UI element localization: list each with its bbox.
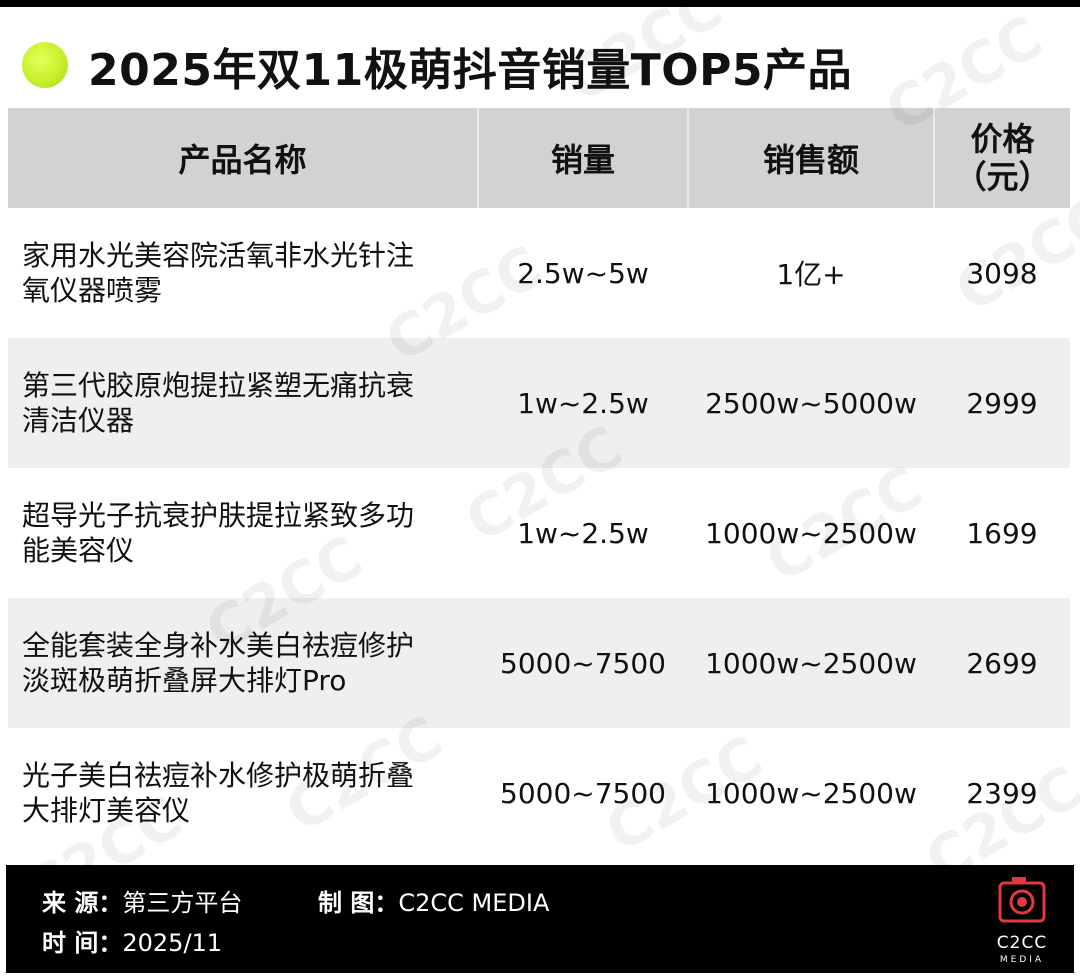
maker-line: 制 图：C2CC MEDIA (318, 883, 549, 918)
page-title: 2025年双11极萌抖音销量TOP5产品 (88, 45, 852, 96)
product-name-line: 大排灯美容仪 (22, 794, 191, 827)
cell-revenue: 2500w~5000w (688, 338, 934, 468)
header-revenue: 销售额 (688, 108, 935, 208)
header-price: 价格 （元） (934, 108, 1070, 208)
cell-product-name: 全能套装全身补水美白祛痘修护 淡斑极萌折叠屏大排灯Pro (8, 598, 478, 728)
cell-product-name: 第三代胶原炮提拉紧塑无痛抗衰 清洁仪器 (8, 338, 478, 468)
source-value: 第三方平台 (122, 889, 243, 917)
product-name-line: 家用水光美容院活氧非水光针注 (22, 239, 415, 272)
cell-sales: 5000~7500 (500, 776, 666, 810)
source-line: 来 源：第三方平台 (42, 883, 242, 918)
cell-revenue: 1000w~2500w (688, 598, 934, 728)
cell-product-name: 家用水光美容院活氧非水光针注 氧仪器喷雾 (8, 208, 478, 338)
table-row: 家用水光美容院活氧非水光针注 氧仪器喷雾 2.5w~5w 1亿+ 3098 (8, 208, 1070, 338)
cell-price: 2999 (934, 338, 1070, 468)
cell-revenue: 1000w~2500w (705, 516, 917, 550)
time-value: 2025/11 (122, 929, 223, 957)
cell-product-name: 光子美白祛痘补水修护极萌折叠 大排灯美容仪 (8, 728, 478, 858)
product-name-line: 淡斑极萌折叠屏大排灯Pro (22, 664, 347, 697)
logo-text: C2CC (996, 933, 1048, 953)
table-row: 光子美白祛痘补水修护极萌折叠 大排灯美容仪 5000~7500 1000w~25… (8, 728, 1070, 858)
camera-icon (998, 877, 1046, 923)
product-name-line: 第三代胶原炮提拉紧塑无痛抗衰 (22, 369, 415, 402)
table-header-row: 产品名称 销量 销售额 价格 （元） (8, 108, 1070, 208)
top-border (0, 0, 1080, 7)
product-name-line: 光子美白祛痘补水修护极萌折叠 (22, 759, 415, 792)
accent-dot-icon (22, 42, 68, 88)
cell-sales: 2.5w~5w (517, 256, 649, 290)
product-name-line: 氧仪器喷雾 (22, 274, 163, 307)
source-label: 来 源： (42, 889, 123, 917)
table-row: 全能套装全身补水美白祛痘修护 淡斑极萌折叠屏大排灯Pro 5000~7500 1… (8, 598, 1070, 728)
footer: 来 源：第三方平台 制 图：C2CC MEDIA 时 间：2025/11 C2C… (6, 865, 1074, 973)
cell-product-name: 超导光子抗衰护肤提拉紧致多功 能美容仪 (8, 468, 478, 598)
product-name-line: 能美容仪 (22, 534, 135, 567)
product-name-line: 超导光子抗衰护肤提拉紧致多功 (22, 499, 415, 532)
cell-price: 2699 (934, 598, 1070, 728)
maker-label: 制 图： (318, 889, 399, 917)
cell-revenue: 1亿+ (776, 258, 846, 291)
cell-revenue: 1000w~2500w (705, 776, 917, 810)
cell-sales: 1w~2.5w (478, 338, 688, 468)
logo-subtext: MEDIA (999, 955, 1045, 965)
cell-sales: 5000~7500 (478, 598, 688, 728)
time-line: 时 间：2025/11 (42, 923, 222, 958)
cell-price: 1699 (966, 516, 1038, 550)
product-name-line: 全能套装全身补水美白祛痘修护 (22, 629, 415, 662)
table-row: 第三代胶原炮提拉紧塑无痛抗衰 清洁仪器 1w~2.5w 2500w~5000w … (8, 338, 1070, 468)
maker-value: C2CC MEDIA (398, 889, 550, 917)
table-row: 超导光子抗衰护肤提拉紧致多功 能美容仪 1w~2.5w 1000w~2500w … (8, 468, 1070, 598)
time-label: 时 间： (42, 929, 123, 957)
sales-table: 产品名称 销量 销售额 价格 （元） 家用水光美容院活氧非水光针注 氧仪器喷雾 … (8, 108, 1070, 858)
title-row: 2025年双11极萌抖音销量TOP5产品 (0, 12, 1080, 108)
header-price-label: 价格 (970, 120, 1035, 158)
header-sales: 销量 (478, 108, 689, 208)
cell-price: 3098 (966, 256, 1038, 290)
cell-price: 2399 (966, 776, 1038, 810)
brand-logo: C2CC MEDIA (986, 873, 1058, 969)
product-name-line: 清洁仪器 (22, 404, 135, 437)
header-product-name: 产品名称 (8, 108, 479, 208)
cell-sales: 1w~2.5w (517, 516, 649, 550)
header-price-unit: （元） (954, 158, 1051, 196)
